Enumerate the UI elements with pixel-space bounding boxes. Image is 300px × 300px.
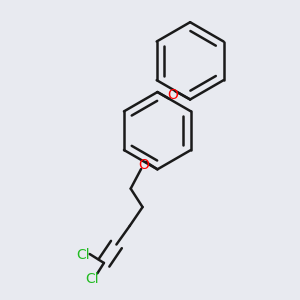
Text: Cl: Cl xyxy=(85,272,99,286)
Text: O: O xyxy=(138,158,149,172)
Text: O: O xyxy=(167,88,178,102)
Text: Cl: Cl xyxy=(76,248,90,262)
